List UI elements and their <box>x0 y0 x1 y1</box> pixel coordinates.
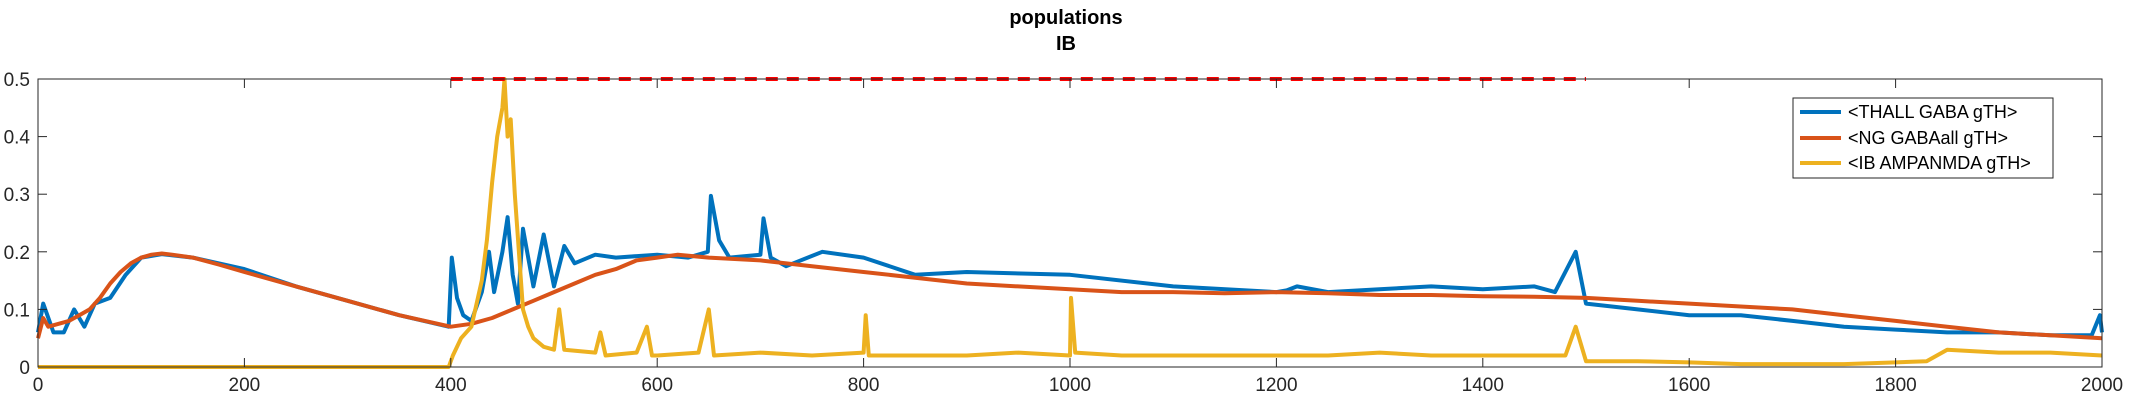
legend: <THALL GABA gTH> <NG GABAall gTH> <IB AM… <box>1792 97 2054 179</box>
legend-label-thall: <THALL GABA gTH> <box>1848 102 2017 122</box>
y-tick-label: 0 <box>19 358 30 379</box>
y-tick-label: 0.5 <box>4 70 30 91</box>
x-tick-label: 2000 <box>2081 375 2123 396</box>
x-tick-label: 600 <box>641 375 673 396</box>
x-tick-label: 800 <box>848 375 880 396</box>
x-tick-label: 1800 <box>1874 375 1916 396</box>
y-tick-label: 0.4 <box>4 128 31 149</box>
y-tick-label: 0.1 <box>4 300 30 321</box>
y-tick-label: 0.3 <box>4 185 30 206</box>
y-tick-label: 0.2 <box>4 243 30 264</box>
series-line-2 <box>38 77 2103 369</box>
legend-label-ib: <IB AMPANMDA gTH> <box>1848 153 2031 173</box>
series-layer <box>36 77 2104 369</box>
x-tick-label: 1600 <box>1668 375 1710 396</box>
x-tick-label: 200 <box>229 375 261 396</box>
x-axis: 0 200 400 600 800 1000 1200 1400 1600 1800 2000 <box>33 79 2123 396</box>
x-tick-label: 1200 <box>1255 375 1297 396</box>
x-tick-label: 1000 <box>1049 375 1091 396</box>
legend-label-ng: <NG GABAall gTH> <box>1848 128 2008 148</box>
x-tick-label: 0 <box>33 375 44 396</box>
y-axis: 0 0.1 0.2 0.3 0.4 0.5 <box>4 70 2102 379</box>
x-tick-label: 400 <box>435 375 467 396</box>
series-line-1 <box>36 251 2103 341</box>
plot-area: 0 200 400 600 800 1000 1200 1400 1600 1800 2000 00… <box>4 70 2124 396</box>
chart-subtitle: IB <box>1056 33 1076 55</box>
chart-title: populations <box>1009 7 1122 29</box>
x-tick-label: 1400 <box>1462 375 1504 396</box>
